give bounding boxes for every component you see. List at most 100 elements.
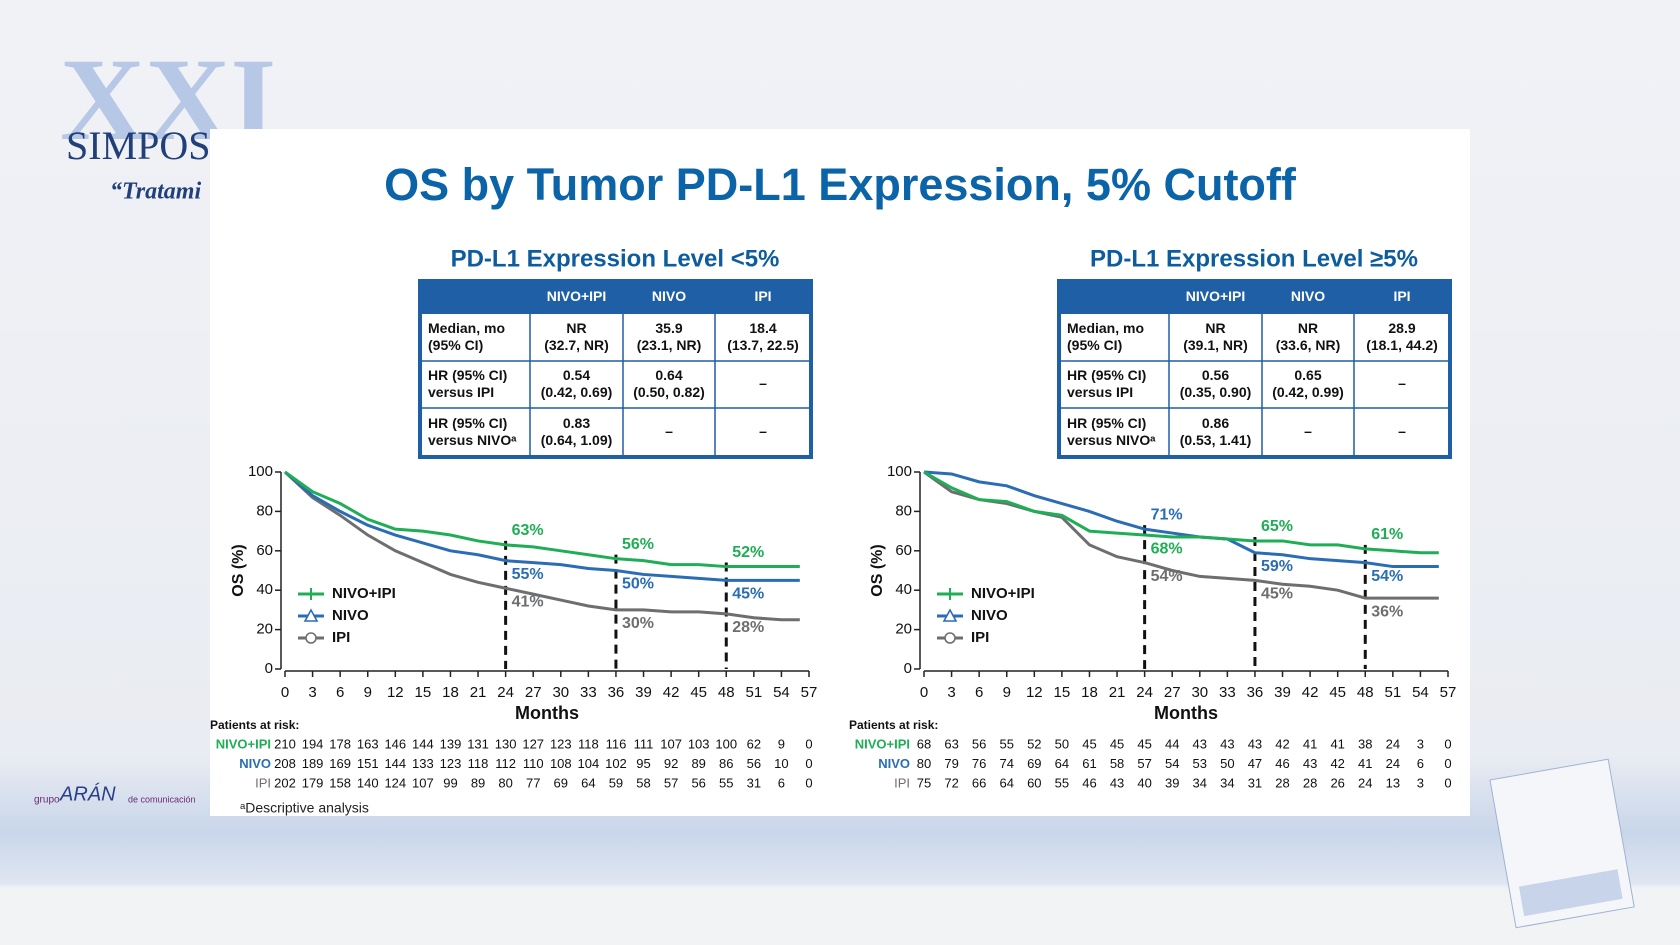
at-risk-count: 130 xyxy=(495,736,517,751)
milestone-label: 56% xyxy=(622,536,654,553)
y-axis-label: OS (%) xyxy=(869,544,886,596)
at-risk-count: 53 xyxy=(1193,756,1207,771)
table-cell: 28.9 xyxy=(1388,320,1415,336)
at-risk-count: 74 xyxy=(1000,756,1014,771)
at-risk-count: 146 xyxy=(384,736,406,751)
at-risk-count: 28 xyxy=(1303,775,1317,790)
at-risk-count: 79 xyxy=(944,756,958,771)
table-cell: 0.83 xyxy=(563,415,590,431)
y-tick-label: 0 xyxy=(904,660,912,677)
table-cell: 0.54 xyxy=(563,367,590,383)
x-tick-label: 15 xyxy=(1054,684,1071,701)
x-tick-label: 30 xyxy=(552,684,569,701)
slide-title: OS by Tumor PD-L1 Expression, 5% Cutoff xyxy=(384,159,1297,210)
at-risk-count: 131 xyxy=(467,736,489,751)
table-cell: (0.42, 0.99) xyxy=(1272,384,1344,400)
at-risk-count: 103 xyxy=(688,736,710,751)
milestone-label: 45% xyxy=(732,586,764,603)
slide-panel xyxy=(210,129,1470,816)
at-risk-count: 56 xyxy=(747,756,761,771)
table-cell: NR xyxy=(566,320,586,336)
table-cell: (0.42, 0.69) xyxy=(541,384,613,400)
x-tick-label: 39 xyxy=(1274,684,1291,701)
table-cell: – xyxy=(1304,423,1312,439)
at-risk-count: 41 xyxy=(1330,736,1344,751)
table-row-label: HR (95% CI) xyxy=(428,367,507,383)
at-risk-count: 68 xyxy=(917,736,931,751)
y-tick-label: 40 xyxy=(256,581,273,598)
at-risk-count: 54 xyxy=(1165,756,1179,771)
at-risk-count: 151 xyxy=(357,756,379,771)
table-cell: NR xyxy=(1298,320,1318,336)
at-risk-count: 194 xyxy=(302,736,324,751)
legend-marker xyxy=(303,608,319,622)
at-risk-group: NIVO+IPI xyxy=(855,736,910,751)
y-tick-label: 60 xyxy=(895,542,912,559)
y-tick-label: 80 xyxy=(895,502,912,519)
at-risk-count: 64 xyxy=(1000,775,1014,790)
legend-label: NIVO+IPI xyxy=(332,585,396,602)
at-risk-count: 92 xyxy=(664,756,678,771)
at-risk-count: 44 xyxy=(1165,736,1179,751)
at-risk-group: NIVO+IPI xyxy=(216,736,271,751)
x-tick-label: 51 xyxy=(1384,684,1401,701)
x-tick-label: 30 xyxy=(1191,684,1208,701)
at-risk-count: 144 xyxy=(412,736,434,751)
at-risk-count: 52 xyxy=(1027,736,1041,751)
at-risk-group: IPI xyxy=(894,775,910,790)
y-axis-label: OS (%) xyxy=(230,544,247,596)
table-cell: NR xyxy=(1205,320,1225,336)
at-risk-count: 55 xyxy=(719,775,733,790)
y-tick-label: 20 xyxy=(256,621,273,638)
milestone-label: 30% xyxy=(622,615,654,632)
publisher-name: ARÁN xyxy=(59,782,116,805)
table-cell: – xyxy=(759,375,767,391)
x-tick-label: 54 xyxy=(1412,684,1429,701)
at-risk-count: 111 xyxy=(634,736,654,751)
table-border xyxy=(1057,279,1452,459)
table-cell: (13.7, 22.5) xyxy=(727,337,799,353)
y-tick-label: 0 xyxy=(265,660,273,677)
at-risk-count: 0 xyxy=(805,736,812,751)
at-risk-count: 55 xyxy=(1000,736,1014,751)
at-risk-count: 45 xyxy=(1110,736,1124,751)
at-risk-count: 86 xyxy=(719,756,733,771)
table-cell: (0.53, 1.41) xyxy=(1180,432,1252,448)
at-risk-count: 6 xyxy=(1417,756,1424,771)
milestone-label: 59% xyxy=(1261,558,1293,575)
table-header xyxy=(420,281,811,314)
at-risk-count: 72 xyxy=(944,775,958,790)
at-risk-count: 64 xyxy=(581,775,595,790)
at-risk-count: 58 xyxy=(1110,756,1124,771)
at-risk-count: 133 xyxy=(412,756,434,771)
at-risk-count: 56 xyxy=(972,736,986,751)
at-risk-count: 62 xyxy=(747,736,761,751)
x-tick-label: 45 xyxy=(690,684,707,701)
milestone-label: 55% xyxy=(512,566,544,583)
at-risk-count: 55 xyxy=(1055,775,1069,790)
milestone-label: 71% xyxy=(1151,506,1183,523)
table-cell: (0.50, 0.82) xyxy=(633,384,705,400)
at-risk-count: 41 xyxy=(1358,756,1372,771)
x-tick-label: 9 xyxy=(1003,684,1011,701)
milestone-label: 61% xyxy=(1371,526,1403,543)
table-header xyxy=(1059,281,1450,314)
x-tick-label: 45 xyxy=(1329,684,1346,701)
milestone-label: 54% xyxy=(1371,568,1403,585)
y-tick-label: 100 xyxy=(248,463,273,480)
x-tick-label: 42 xyxy=(663,684,680,701)
table-cell: (32.7, NR) xyxy=(544,337,609,353)
at-risk-count: 0 xyxy=(1444,775,1451,790)
legend-label: NIVO+IPI xyxy=(971,585,1035,602)
at-risk-count: 210 xyxy=(274,736,296,751)
at-risk-count: 13 xyxy=(1386,775,1400,790)
legend-marker xyxy=(942,608,958,622)
milestone-label: 36% xyxy=(1371,603,1403,620)
at-risk-count: 178 xyxy=(329,736,351,751)
chart-subtitle: PD-L1 Expression Level ≥5% xyxy=(1090,245,1418,272)
at-risk-count: 75 xyxy=(917,775,931,790)
y-tick-label: 60 xyxy=(256,542,273,559)
milestone-label: 63% xyxy=(512,522,544,539)
logo-tagline: “Tratami xyxy=(110,179,201,205)
at-risk-count: 43 xyxy=(1193,736,1207,751)
